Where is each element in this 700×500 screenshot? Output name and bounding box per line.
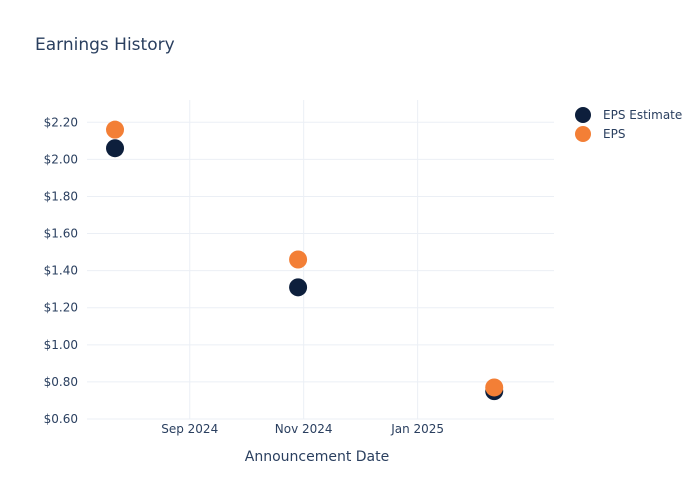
y-tick-label: $2.00 (44, 152, 78, 166)
legend-item-eps-estimate[interactable]: EPS Estimate (575, 107, 682, 123)
y-tick-label: $1.00 (44, 338, 78, 352)
x-tick-label: Jan 2025 (390, 422, 444, 436)
legend-item-eps[interactable]: EPS (575, 126, 625, 142)
eps-point[interactable] (106, 120, 125, 139)
eps-estimate-point[interactable] (289, 278, 308, 297)
data-points (106, 120, 504, 401)
eps-estimate-point[interactable] (106, 139, 125, 158)
eps-point[interactable] (485, 378, 504, 397)
legend-label: EPS (603, 127, 625, 141)
y-tick-label: $2.20 (44, 115, 78, 129)
x-tick-label: Nov 2024 (275, 422, 333, 436)
legend[interactable]: EPS Estimate EPS (575, 107, 682, 142)
legend-marker (575, 107, 591, 123)
y-tick-label: $0.60 (44, 412, 78, 426)
y-tick-label: $1.60 (44, 227, 78, 241)
y-gridlines (87, 121, 554, 420)
y-tick-label: $1.80 (44, 189, 78, 203)
y-tick-label: $1.40 (44, 264, 78, 278)
eps-point[interactable] (289, 250, 308, 269)
y-tick-label: $0.80 (44, 375, 78, 389)
x-tick-label: Sep 2024 (161, 422, 218, 436)
y-axis-ticks: $0.60 $0.80 $1.00 $1.20 $1.40 $1.60 $1.80 $2.00… (44, 115, 78, 426)
x-axis-ticks: Sep 2024 Nov 2024 Jan 2025 (161, 422, 444, 436)
x-axis-title: Announcement Date (245, 449, 389, 465)
legend-marker (575, 126, 591, 142)
chart-title: Earnings History (35, 35, 175, 55)
legend-label: EPS Estimate (603, 108, 682, 122)
y-tick-label: $1.20 (44, 301, 78, 315)
